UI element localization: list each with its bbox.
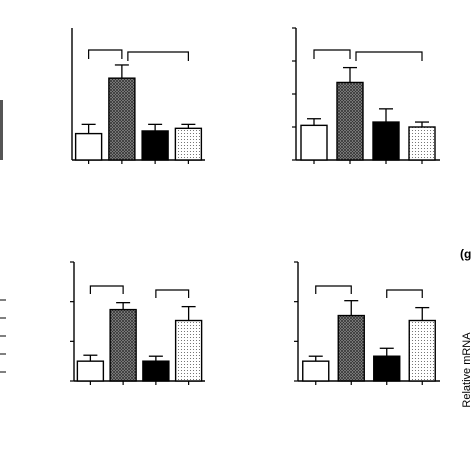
- chart-panel-f: [294, 261, 440, 385]
- significance-bracket: [155, 289, 190, 298]
- significance-bracket: [355, 51, 423, 61]
- panel-g-ylabel: Relative mRNA: [461, 332, 473, 408]
- bar-1: [109, 308, 137, 382]
- panel-g-label: (g: [460, 247, 471, 261]
- bar-0: [76, 360, 105, 382]
- panels: [70, 27, 440, 385]
- bar-0: [302, 360, 330, 382]
- chart-panel-e: [70, 261, 205, 385]
- bar-3: [408, 126, 436, 161]
- bar-1: [337, 314, 365, 382]
- bar-3: [408, 319, 436, 382]
- significance-bracket: [127, 51, 189, 61]
- bar-2: [372, 121, 400, 161]
- significance-bracket: [89, 285, 124, 294]
- bar-3: [174, 127, 203, 161]
- bar-2: [141, 130, 169, 161]
- partial-bar-fragment-top: [0, 100, 3, 160]
- significance-bracket: [386, 289, 423, 298]
- significance-bracket: [88, 49, 123, 59]
- bar-2: [373, 355, 401, 382]
- bar-0: [300, 124, 328, 161]
- bar-2: [142, 360, 170, 382]
- partial-bar-fragment-bottom: [0, 299, 6, 373]
- bar-1: [336, 81, 364, 161]
- bar-1: [108, 77, 136, 161]
- significance-bracket: [315, 285, 352, 294]
- bar-0: [74, 132, 103, 161]
- significance-bracket: [313, 49, 351, 59]
- chart-panel-b: [71, 28, 205, 164]
- left-partial-fragments: [0, 100, 6, 373]
- bar-3: [174, 319, 203, 382]
- chart-panel-c: [292, 27, 440, 164]
